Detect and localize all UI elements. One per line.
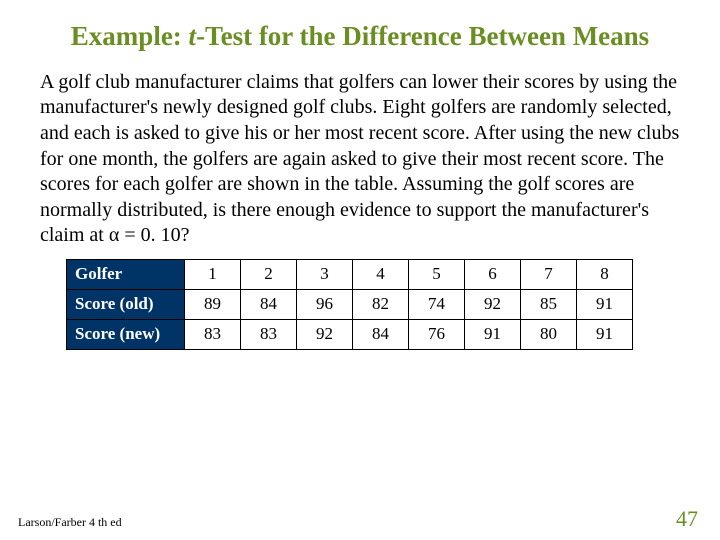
table-cell: 91: [465, 319, 521, 349]
table-cell: 83: [185, 319, 241, 349]
row-label: Score (old): [67, 289, 185, 319]
table-row: Golfer 1 2 3 4 5 6 7 8: [67, 259, 633, 289]
table-cell: 84: [241, 289, 297, 319]
table-cell: 2: [241, 259, 297, 289]
table-cell: 80: [521, 319, 577, 349]
table-cell: 6: [465, 259, 521, 289]
table-cell: 5: [409, 259, 465, 289]
body-paragraph: A golf club manufacturer claims that gol…: [40, 70, 680, 249]
data-table-container: Golfer 1 2 3 4 5 6 7 8 Score (old) 89 84…: [66, 259, 680, 350]
table-row: Score (old) 89 84 96 82 74 92 85 91: [67, 289, 633, 319]
table-row: Score (new) 83 83 92 84 76 91 80 91: [67, 319, 633, 349]
table-cell: 91: [577, 319, 633, 349]
table-cell: 8: [577, 259, 633, 289]
table-cell: 96: [297, 289, 353, 319]
table-cell: 74: [409, 289, 465, 319]
table-cell: 92: [297, 319, 353, 349]
table-cell: 76: [409, 319, 465, 349]
table-cell: 3: [297, 259, 353, 289]
table-cell: 84: [353, 319, 409, 349]
table-cell: 4: [353, 259, 409, 289]
title-pre: Example:: [71, 21, 189, 51]
footer-citation: Larson/Farber 4 th ed: [18, 515, 122, 530]
table-cell: 92: [465, 289, 521, 319]
table-cell: 89: [185, 289, 241, 319]
row-label: Golfer: [67, 259, 185, 289]
slide-number: 47: [676, 506, 698, 532]
title-post: -Test for the Difference Between Means: [196, 21, 649, 51]
slide-title: Example: t-Test for the Difference Betwe…: [40, 20, 680, 54]
title-italic: t: [189, 21, 197, 51]
table-cell: 85: [521, 289, 577, 319]
table-cell: 1: [185, 259, 241, 289]
table-cell: 7: [521, 259, 577, 289]
golf-scores-table: Golfer 1 2 3 4 5 6 7 8 Score (old) 89 84…: [66, 259, 633, 350]
table-cell: 91: [577, 289, 633, 319]
table-cell: 82: [353, 289, 409, 319]
table-cell: 83: [241, 319, 297, 349]
row-label: Score (new): [67, 319, 185, 349]
